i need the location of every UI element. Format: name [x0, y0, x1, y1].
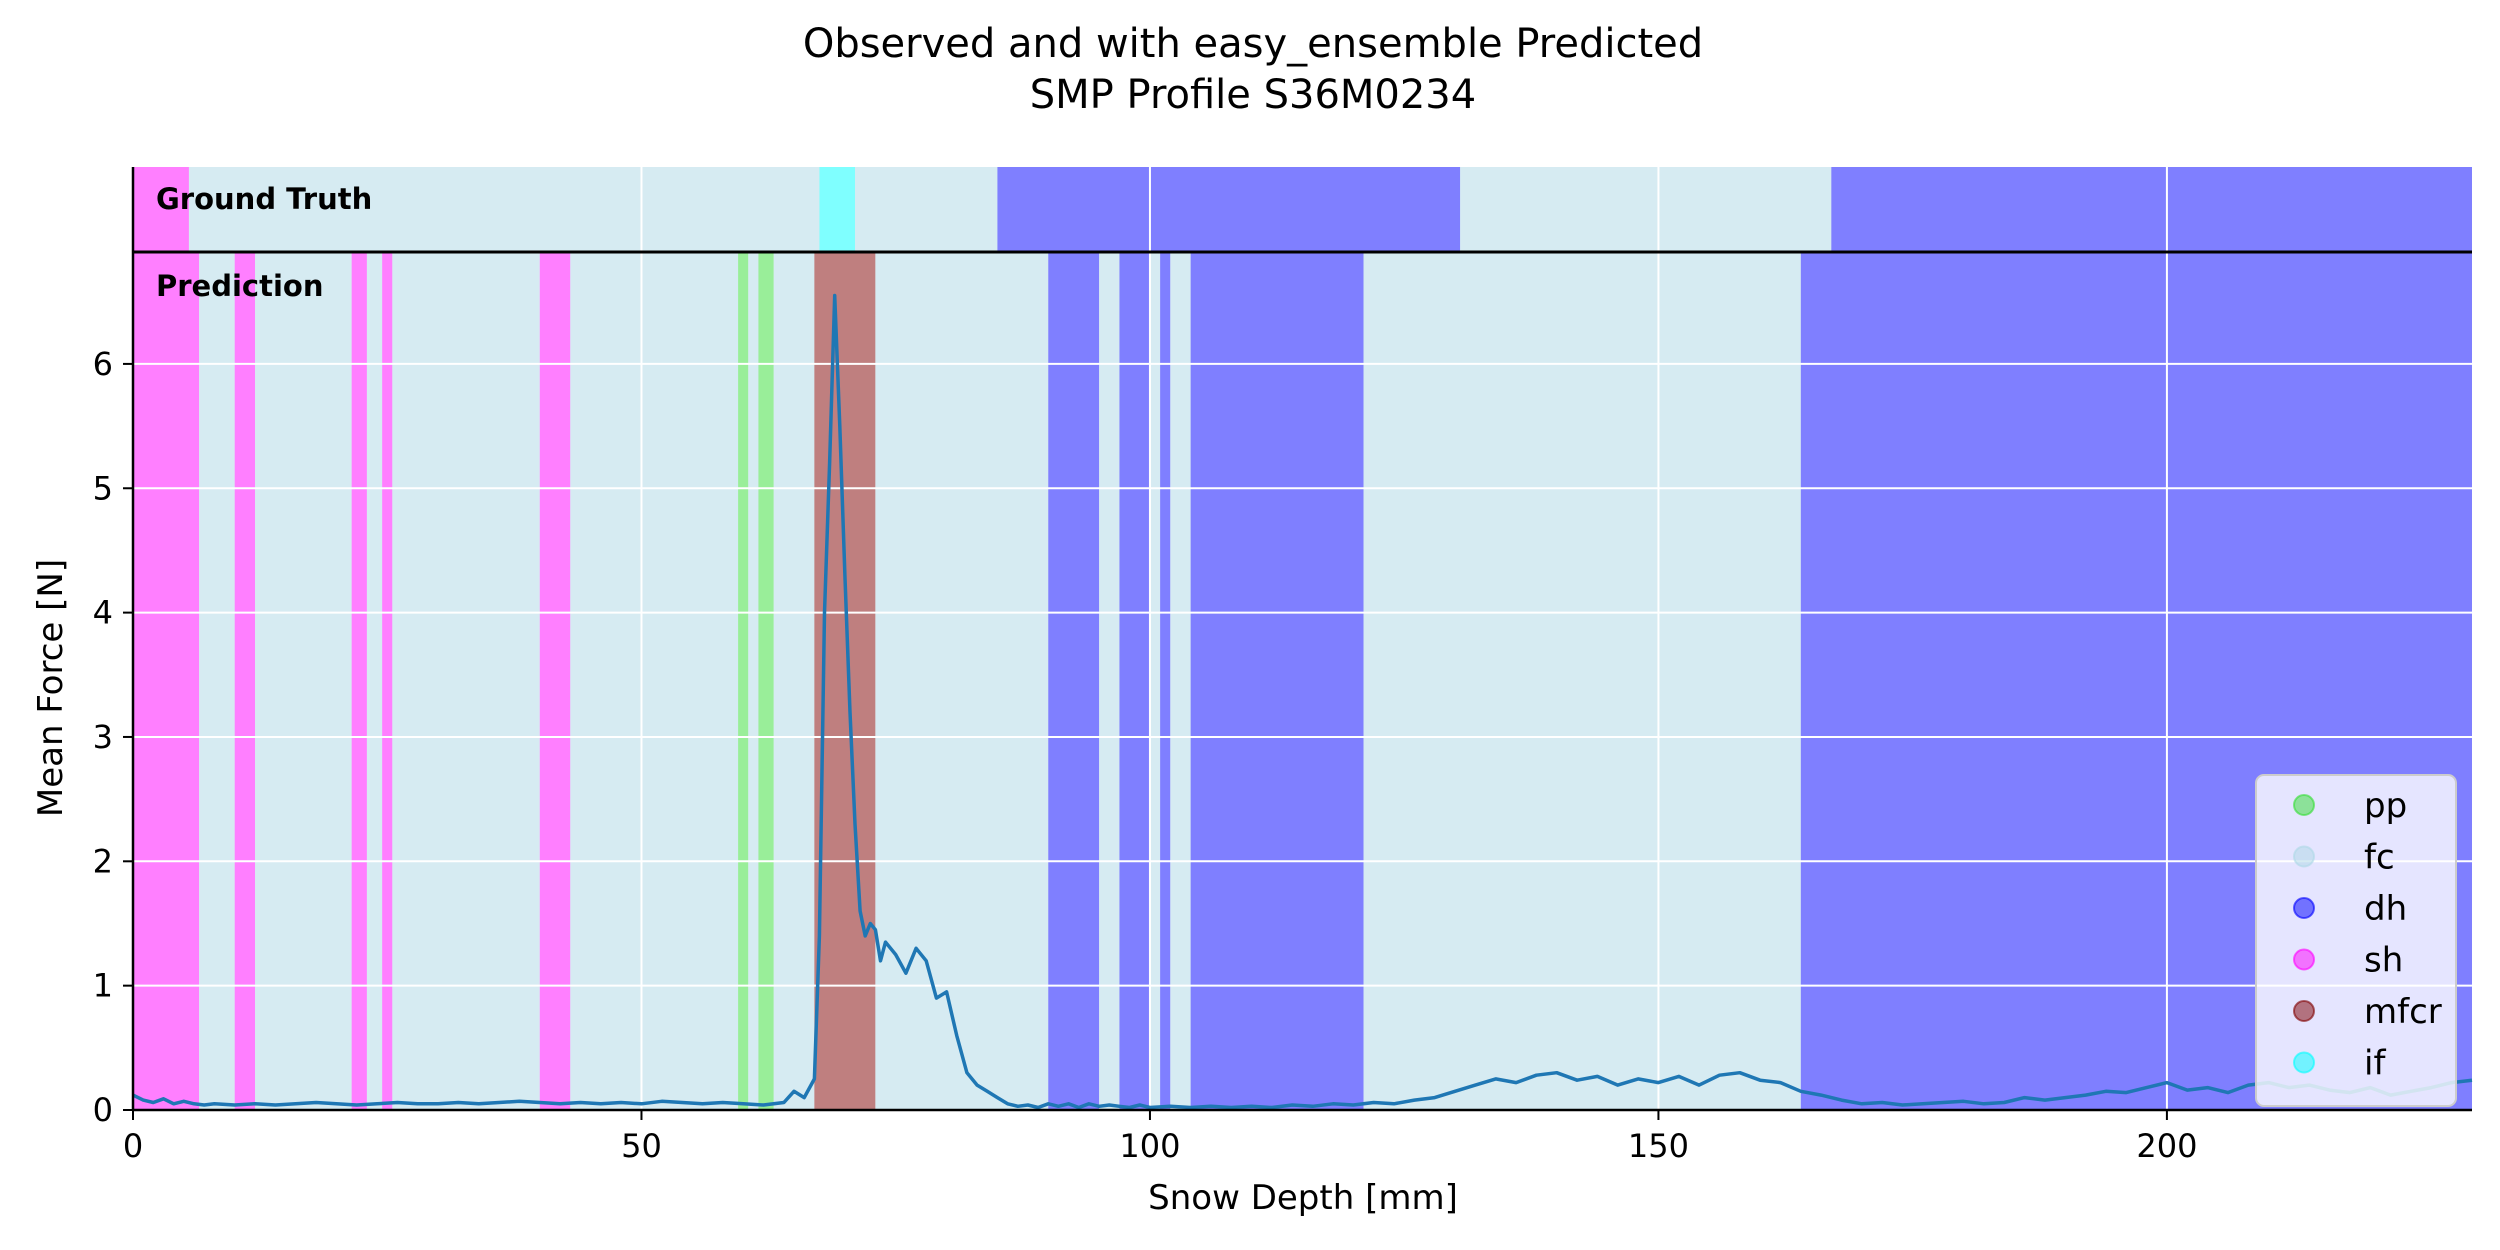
- prediction-band-fc: [570, 252, 739, 1110]
- legend: pp fc dh sh mfcr if: [2255, 774, 2457, 1107]
- y-tick-label: 2: [93, 842, 113, 880]
- prediction-band-dh: [1119, 252, 1150, 1110]
- prediction-band-fc: [748, 252, 759, 1110]
- prediction-band-dh: [1160, 252, 1171, 1110]
- x-tick-label: 150: [1628, 1127, 1689, 1165]
- legend-box: [2255, 774, 2457, 1107]
- ground-truth-band-dh: [997, 167, 1461, 252]
- prediction-band-fc: [392, 252, 540, 1110]
- ground-truth-label: Ground Truth: [156, 182, 372, 216]
- y-axis-label: Mean Force [N]: [31, 559, 71, 817]
- y-tick-label: 0: [93, 1091, 113, 1129]
- prediction-band-fc: [366, 252, 383, 1110]
- x-axis-label: Snow Depth [mm]: [1148, 1178, 1458, 1218]
- legend-marker-pp: [2293, 794, 2315, 816]
- y-tick-label: 6: [93, 345, 113, 383]
- legend-label-sh: sh: [2364, 941, 2403, 981]
- y-tick-label: 5: [93, 469, 113, 507]
- legend-marker-mfcr: [2293, 1000, 2315, 1022]
- legend-label-fc: fc: [2364, 838, 2395, 878]
- legend-marker-if: [2293, 1051, 2315, 1074]
- legend-marker-dh: [2293, 897, 2315, 919]
- prediction-band-fc: [255, 252, 352, 1110]
- force-line: [132, 293, 2473, 1110]
- legend-marker-fc: [2293, 845, 2315, 868]
- prediction-label: Prediction: [156, 269, 324, 303]
- prediction-band-fc: [1149, 252, 1161, 1110]
- prediction-band-fc: [773, 252, 815, 1110]
- x-tick-label: 0: [123, 1127, 143, 1165]
- prediction-band-sh: [234, 252, 256, 1110]
- prediction-band-sh: [382, 252, 393, 1110]
- ground-truth-band-fc: [188, 167, 820, 252]
- prediction-band-sh: [351, 252, 367, 1110]
- prediction-band-fc: [1363, 252, 1801, 1110]
- prediction-band-fc: [1099, 252, 1120, 1110]
- legend-label-mfcr: mfcr: [2364, 992, 2442, 1032]
- prediction-band-dh: [1048, 252, 1100, 1110]
- y-tick-label: 3: [93, 718, 113, 756]
- axes-layer: 0 50 100 150 200 0 1 2 3 4 5 6: [93, 167, 2472, 1165]
- prediction-band-pp: [738, 252, 749, 1110]
- ground-truth-band-fc: [1460, 167, 1832, 252]
- chart-title-line-1: Observed and with easy_ensemble Predicte…: [803, 21, 1703, 67]
- x-tick-label: 50: [621, 1127, 662, 1165]
- prediction-band-fc: [1170, 252, 1191, 1110]
- ground-truth-band-dh: [1831, 167, 2472, 252]
- ground-truth-bands: [133, 167, 2472, 252]
- legend-label-if: if: [2364, 1044, 2386, 1084]
- prediction-band-sh: [539, 252, 571, 1110]
- x-tick-label: 200: [2136, 1127, 2197, 1165]
- prediction-bands: [133, 252, 2472, 1110]
- prediction-band-pp: [758, 252, 774, 1110]
- y-tick-label: 1: [93, 967, 113, 1005]
- x-tick-label: 100: [1119, 1127, 1180, 1165]
- ground-truth-band-sh: [133, 167, 189, 252]
- chart-title-line-2: SMP Profile S36M0234: [1030, 72, 1476, 118]
- prediction-band-fc: [199, 252, 235, 1110]
- legend-label-pp: pp: [2364, 786, 2407, 826]
- prediction-band-dh: [1190, 252, 1364, 1110]
- legend-marker-sh: [2293, 948, 2315, 971]
- y-tick-label: 4: [93, 594, 113, 632]
- series-layer: [132, 293, 2473, 1110]
- ground-truth-band-if: [819, 167, 856, 252]
- prediction-band-sh: [133, 252, 200, 1110]
- ground-truth-band-fc: [855, 167, 998, 252]
- legend-label-dh: dh: [2364, 889, 2407, 929]
- prediction-band-fc: [875, 252, 1049, 1110]
